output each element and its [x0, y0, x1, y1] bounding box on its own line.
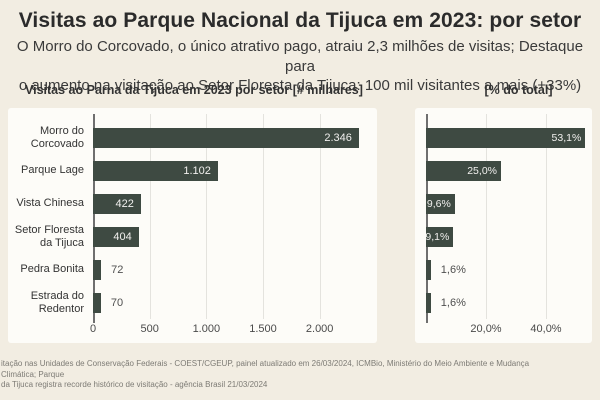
bar-row: Pedra Bonita 72	[8, 253, 377, 286]
plot-area	[426, 114, 591, 323]
bar-row: 1,6%	[415, 253, 592, 286]
gridline	[206, 114, 208, 319]
axis-tick-label: 2.000	[305, 323, 334, 335]
gridline	[319, 114, 321, 319]
bar-row: Morro do Corcovado 2.346	[8, 121, 377, 154]
bar: 2.346	[93, 127, 359, 148]
axis-tick-label: 1.000	[192, 323, 221, 335]
bar: 9,1%	[425, 226, 454, 247]
bar-value-label: 25,0%	[467, 164, 497, 177]
bar: 53,1%	[426, 127, 586, 148]
bar: 422	[93, 193, 141, 214]
category-label: Setor Floresta da Tijuca	[14, 223, 84, 249]
bar	[426, 259, 431, 280]
category-label: Parque Lage	[21, 164, 84, 176]
category-label: Estrada do Redentor	[30, 289, 84, 315]
bar-track: 53,1%	[426, 127, 592, 148]
x-axis-ticks: 0 500 1.000 1.500 2.000	[89, 323, 365, 337]
bar-row: 9,1%	[415, 220, 592, 253]
bar: 25,0%	[426, 160, 501, 181]
bar	[93, 259, 102, 280]
bar-rows: Morro do Corcovado 2.346 Parque Lage 1.102 V…	[8, 121, 377, 319]
y-axis-line	[426, 114, 428, 323]
bar: 404	[93, 226, 139, 247]
bar-value-label: 404	[113, 230, 132, 243]
subtitle-line-2: o aumento na visitação ao Setor Floresta…	[18, 77, 582, 94]
bar-row: 9,6%	[415, 187, 592, 220]
bar-value-label: 72	[111, 263, 124, 276]
bar-value-label: 1.102	[183, 164, 211, 177]
bar-track: 72	[93, 259, 377, 280]
bar: 9,6%	[426, 193, 455, 214]
axis-tick-label: 0	[89, 323, 97, 335]
category-label: Morro do Corcovado	[30, 124, 84, 150]
gridline	[263, 114, 264, 319]
subtitle-line-1: O Morro do Corcovado, o único atrativo p…	[16, 38, 584, 75]
gridline	[486, 114, 487, 319]
bar: 1.102	[93, 160, 218, 181]
bar-value-label: 2.346	[324, 131, 352, 144]
gridline	[546, 114, 547, 319]
bar-row: 1,6%	[415, 286, 592, 319]
bar-value-label: 70	[110, 296, 124, 309]
bar-value-label: 9,6%	[426, 197, 451, 210]
percent-bar-chart: 53,1% 25,0% 9,6% 9,1% 1,6% 1,6% 20,0% 40,0%	[415, 108, 592, 343]
left-chart-title: Visitas ao Parna da Tijuca em 2023 por s…	[25, 83, 363, 97]
bar-track: 422	[93, 193, 377, 214]
bar-track: 25,0%	[426, 160, 592, 181]
axis-tick-label: 40,0%	[530, 323, 562, 335]
x-axis-ticks: 20,0% 40,0%	[426, 323, 591, 337]
bar-value-label: 53,1%	[551, 131, 582, 144]
visits-bar-chart: Morro do Corcovado 2.346 Parque Lage 1.102 V…	[8, 108, 377, 343]
category-label: Pedra Bonita	[20, 263, 84, 275]
bar-track: 404	[93, 226, 377, 247]
axis-tick-label: 1.500	[249, 323, 277, 335]
bar-track: 9,1%	[425, 226, 592, 247]
bar-value-label: 1,6%	[440, 263, 466, 276]
bar-track: 1,6%	[426, 292, 592, 313]
bar-row: Setor Floresta da Tijuca 404	[8, 220, 377, 253]
bar-value-label: 422	[115, 197, 134, 210]
bar-track: 1.102	[93, 160, 377, 181]
axis-tick-label: 20,0%	[470, 323, 502, 335]
bar-row: 53,1%	[415, 121, 592, 154]
plot-area	[93, 114, 365, 323]
bar	[426, 292, 431, 313]
gridline	[149, 114, 151, 319]
source-note-line-2: da Tijuca registra recorde histórico de …	[1, 380, 268, 389]
category-label: Vista Chinesa	[16, 197, 84, 209]
right-chart-title: [% do total]	[484, 83, 553, 97]
source-note-line-1: itação nas Unidades de Conservação Feder…	[1, 359, 530, 379]
subtitle: O Morro do Corcovado, o único atrativo p…	[0, 37, 600, 96]
bar-row: Vista Chinesa 422	[8, 187, 377, 220]
bar-row: 25,0%	[415, 154, 592, 187]
bar-value-label: 9,1%	[425, 230, 450, 243]
bar-row: Estrada do Redentor 70	[8, 286, 377, 319]
bar-track: 1,6%	[426, 259, 592, 280]
bar	[93, 292, 101, 313]
source-note: itação nas Unidades de Conservação Feder…	[1, 359, 541, 391]
y-axis-line	[93, 114, 95, 323]
bar-row: Parque Lage 1.102	[8, 154, 377, 187]
axis-tick-label: 500	[140, 323, 159, 335]
bar-rows: 53,1% 25,0% 9,6% 9,1% 1,6% 1,6%	[415, 121, 592, 319]
page-title: Visitas ao Parque Nacional da Tijuca em …	[18, 9, 582, 32]
bar-track: 2.346	[93, 127, 377, 148]
bar-track: 70	[93, 292, 377, 313]
bar-value-label: 1,6%	[440, 296, 466, 309]
bar-track: 9,6%	[426, 193, 592, 214]
